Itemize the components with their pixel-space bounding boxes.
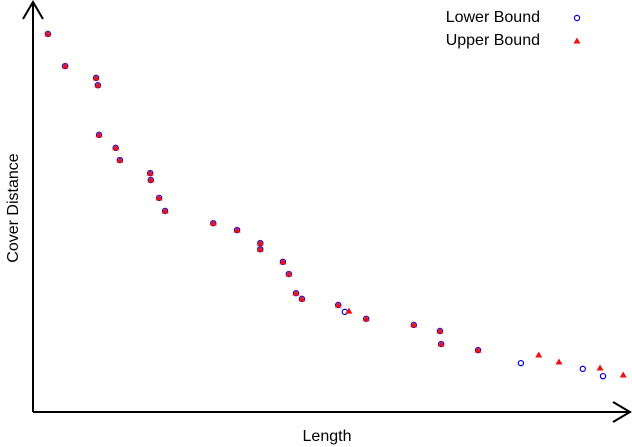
data-point [95, 131, 103, 138]
y-arrow [22, 0, 44, 20]
data-point [555, 358, 563, 365]
data-point [474, 346, 482, 353]
data-point [233, 226, 241, 233]
data-point [535, 351, 543, 358]
data-point [298, 295, 306, 302]
data-point [92, 74, 100, 81]
legend-label: Lower Bound [446, 9, 540, 26]
data-point [256, 239, 264, 246]
data-point [116, 156, 124, 163]
data-point [94, 81, 102, 88]
data-point [596, 364, 604, 371]
data-point [345, 307, 353, 314]
data-point [436, 327, 444, 334]
x-axis-label: Length [303, 428, 352, 445]
data-point [155, 194, 163, 201]
data-point [209, 219, 217, 226]
legend-label: Upper Bound [446, 32, 540, 49]
data-point [410, 321, 418, 328]
data-point [579, 365, 586, 373]
data-point [334, 301, 342, 308]
y-axis-label: Cover Distance [5, 153, 22, 262]
data-point [147, 176, 155, 183]
data-point [599, 372, 607, 380]
axes [22, 0, 632, 423]
data-point [285, 270, 293, 277]
data-point [161, 207, 169, 214]
data-point [279, 258, 287, 265]
data-point [362, 315, 370, 322]
data-point [44, 30, 52, 37]
legend-marker [573, 14, 581, 22]
x-arrow [612, 401, 632, 423]
data-point [619, 371, 627, 378]
legend-marker [573, 37, 581, 44]
data-point [112, 144, 120, 151]
data-point [437, 340, 445, 347]
data-point [256, 245, 264, 252]
data-point [61, 62, 69, 69]
data-point [292, 289, 300, 296]
data-point [146, 169, 154, 176]
data-point [517, 359, 525, 367]
